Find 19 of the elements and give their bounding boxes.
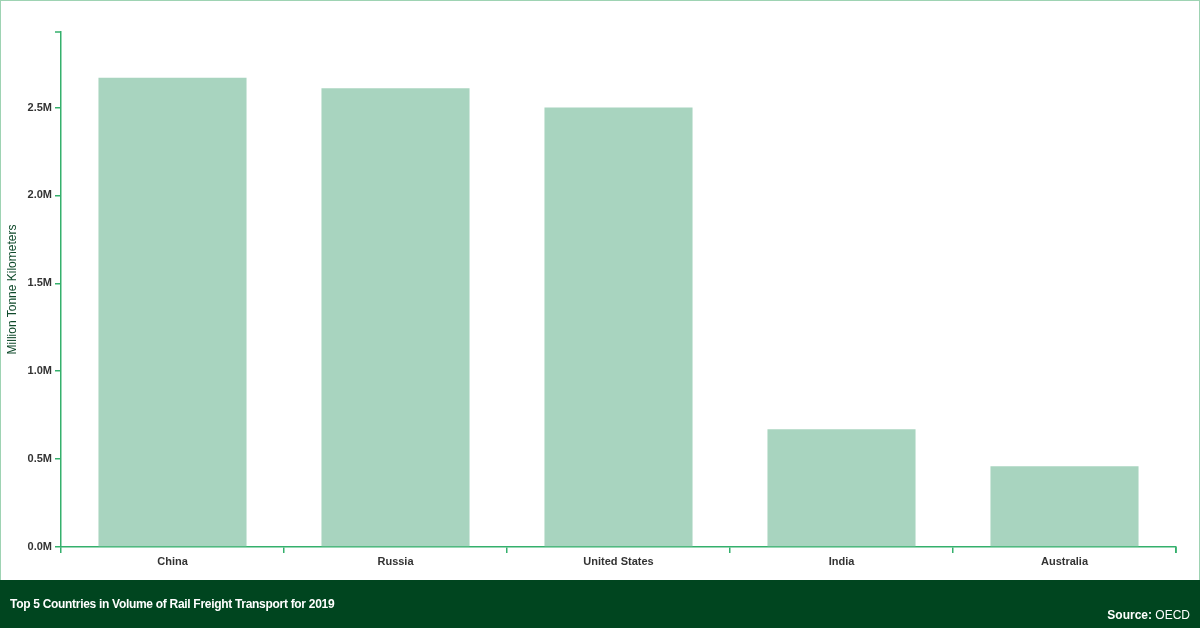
y-tick-label: 0.0M [27,540,52,553]
y-axis-title: Million Tonne Kilometers [4,224,19,355]
bar [98,77,247,547]
x-tick-label: China [157,554,189,567]
x-tick-label: United States [583,554,654,567]
bar [990,466,1139,547]
y-tick-label: 1.5M [27,276,52,289]
y-tick-label: 2.5M [27,100,52,113]
x-tick-label: Russia [377,554,415,567]
source-note: Source: OECD [1107,608,1190,622]
bar [321,88,470,547]
bar [544,107,693,547]
text: Top 5 Countries in Volume of Rail Freight Transport for 2019 [10,597,335,611]
x-tick-label: Australia [1040,554,1089,567]
y-tick-label: 1.0M [27,364,52,377]
x-tick-label: India [828,554,856,567]
y-tick-label: 2.0M [27,188,52,201]
y-tick-label: 0.5M [27,452,52,465]
bar [767,429,916,547]
